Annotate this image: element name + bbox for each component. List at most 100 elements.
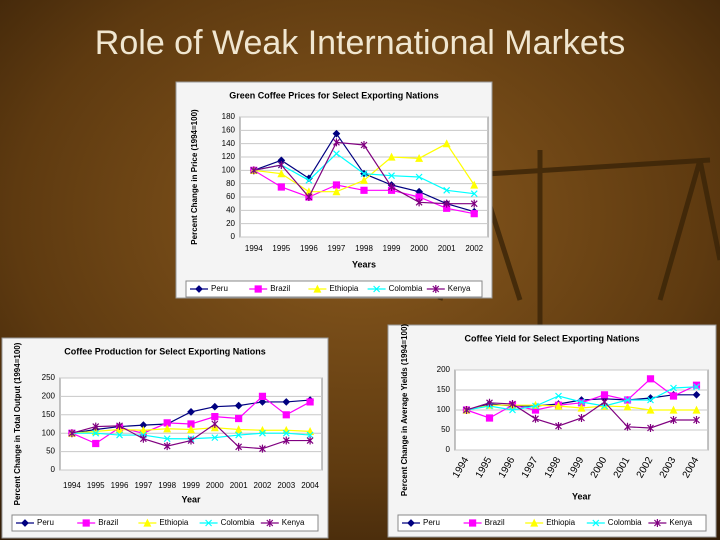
marker — [469, 519, 477, 527]
y-axis-title: Percent Change in Average Yields (1994=1… — [400, 324, 409, 496]
y-tick-label: 150 — [42, 410, 56, 419]
chart: Coffee Production for Select Exporting N… — [1, 337, 329, 539]
marker — [187, 425, 195, 434]
marker — [669, 392, 678, 400]
chart: Green Coffee Prices for Select Exporting… — [175, 81, 493, 299]
x-tick-label: 1994 — [63, 481, 81, 490]
marker — [332, 181, 341, 189]
x-tick-label: 1996 — [300, 244, 318, 253]
x-tick-label: 1999 — [182, 481, 200, 490]
marker — [92, 439, 100, 448]
x-tick-label: 2001 — [230, 481, 248, 490]
marker — [360, 170, 368, 178]
x-tick-label: 1996 — [111, 481, 129, 490]
x-tick-label: 1994 — [245, 244, 263, 253]
legend-label: Brazil — [98, 518, 118, 527]
marker — [235, 442, 243, 451]
marker — [313, 284, 322, 293]
x-tick-label: 2002 — [254, 481, 272, 490]
marker — [669, 405, 678, 414]
marker — [509, 400, 516, 408]
marker — [116, 431, 123, 439]
marker — [530, 518, 539, 527]
marker — [259, 444, 266, 453]
marker — [624, 422, 631, 431]
y-tick-label: 200 — [42, 392, 56, 401]
y-tick-label: 150 — [437, 385, 451, 394]
y-tick-label: 140 — [222, 139, 236, 148]
marker — [388, 172, 395, 180]
marker — [163, 442, 171, 451]
x-tick-label: 1995 — [87, 481, 105, 490]
marker — [463, 406, 470, 414]
x-tick-label: 2001 — [438, 244, 456, 253]
marker — [282, 398, 291, 406]
legend-label: Colombia — [221, 518, 255, 527]
marker — [92, 429, 100, 437]
marker — [306, 398, 314, 406]
y-tick-label: 100 — [42, 428, 56, 437]
marker — [282, 436, 290, 445]
marker — [163, 435, 171, 443]
y-tick-label: 50 — [46, 447, 55, 456]
marker — [266, 519, 274, 527]
marker — [623, 402, 632, 411]
x-tick-label: 1997 — [328, 244, 346, 253]
y-tick-label: 180 — [222, 112, 236, 121]
x-axis-title: Year — [181, 494, 201, 504]
marker — [306, 436, 314, 445]
marker — [277, 161, 285, 169]
marker — [360, 175, 368, 184]
y-tick-label: 100 — [437, 405, 451, 414]
marker — [693, 383, 700, 391]
marker — [195, 285, 203, 293]
legend-label: Brazil — [485, 518, 505, 527]
marker — [82, 519, 90, 527]
y-tick-label: 250 — [42, 373, 56, 382]
marker — [373, 285, 381, 293]
legend-label: Peru — [423, 518, 440, 527]
marker — [407, 519, 415, 527]
marker — [187, 436, 195, 445]
x-tick-label: 2002 — [465, 244, 483, 253]
marker — [211, 434, 219, 442]
marker — [485, 414, 494, 422]
x-tick-label: 2004 — [301, 481, 319, 490]
marker — [532, 414, 539, 423]
marker — [388, 183, 395, 191]
legend-label: Brazil — [270, 284, 290, 293]
chart-title: Coffee Yield for Select Exporting Nation… — [464, 333, 639, 343]
marker — [143, 518, 152, 527]
marker — [600, 391, 609, 399]
marker — [647, 396, 654, 404]
y-tick-label: 80 — [226, 179, 235, 188]
marker — [647, 424, 654, 432]
marker — [555, 422, 562, 430]
y-tick-label: 100 — [222, 165, 236, 174]
x-tick-label: 1998 — [355, 244, 373, 253]
marker — [139, 434, 147, 443]
x-tick-label: 2000 — [410, 244, 428, 253]
marker — [187, 420, 195, 428]
marker — [555, 392, 562, 400]
y-tick-label: 20 — [226, 219, 235, 228]
marker — [601, 398, 608, 406]
legend-label: Ethiopia — [329, 284, 358, 293]
legend-label: Colombia — [608, 518, 642, 527]
marker — [470, 210, 478, 218]
chart: Coffee Yield for Select Exporting Nation… — [387, 324, 717, 538]
marker — [163, 419, 171, 427]
y-tick-label: 40 — [226, 205, 235, 214]
legend-label: Kenya — [669, 518, 692, 527]
marker — [205, 519, 213, 527]
x-tick-label: 1997 — [134, 481, 152, 490]
y-tick-label: 160 — [222, 125, 236, 134]
marker — [254, 285, 262, 293]
marker — [116, 421, 123, 430]
chart-title: Coffee Production for Select Exporting N… — [64, 346, 266, 356]
marker — [211, 420, 219, 428]
marker — [139, 425, 148, 434]
legend-label: Ethiopia — [159, 518, 188, 527]
marker — [442, 139, 451, 148]
